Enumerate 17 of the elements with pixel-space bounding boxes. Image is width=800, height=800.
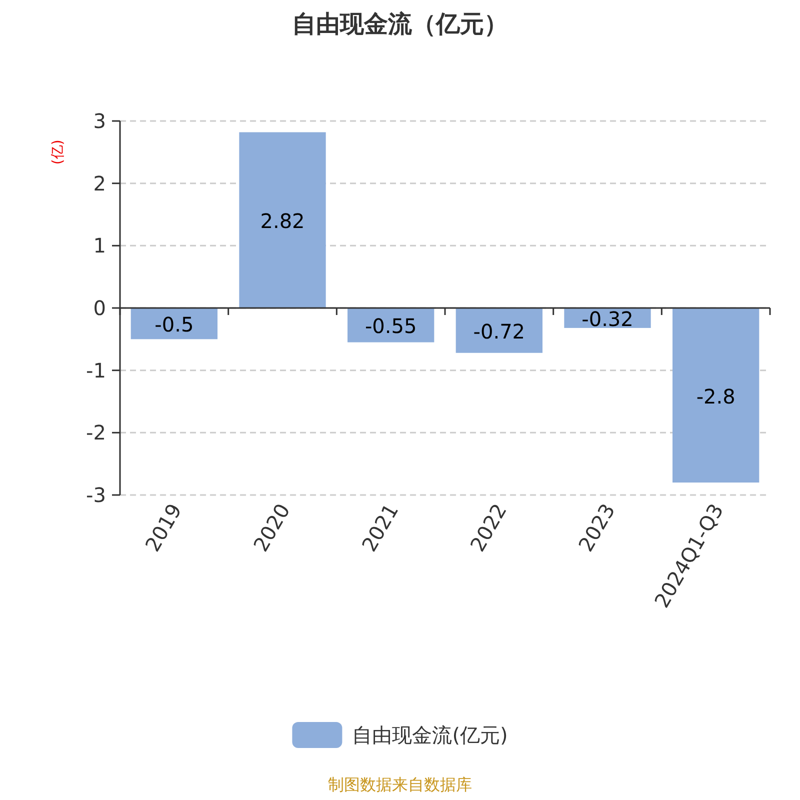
data-label: -0.72	[473, 319, 526, 344]
text: 制图数据来自数据库	[328, 775, 472, 794]
y-tick-label: -3	[86, 483, 106, 507]
y-tick-label: 0	[93, 296, 106, 320]
chart-title: 自由现金流（亿元）	[292, 10, 508, 38]
data-label: 2.82	[260, 209, 305, 234]
y-axis-title: (亿)	[50, 140, 66, 165]
y-tick-label: 3	[93, 109, 106, 133]
data-label: -0.55	[364, 314, 417, 338]
y-tick-label: 2	[93, 171, 106, 196]
y-tick-label: 1	[93, 234, 106, 258]
legend-label: 自由现金流(亿元)	[352, 723, 508, 747]
data-label: -0.32	[582, 306, 634, 331]
data-label: -0.5	[154, 312, 194, 337]
y-tick-label: -2	[86, 420, 106, 445]
y-tick-label: -1	[86, 358, 106, 382]
data-label: -2.8	[696, 384, 736, 408]
